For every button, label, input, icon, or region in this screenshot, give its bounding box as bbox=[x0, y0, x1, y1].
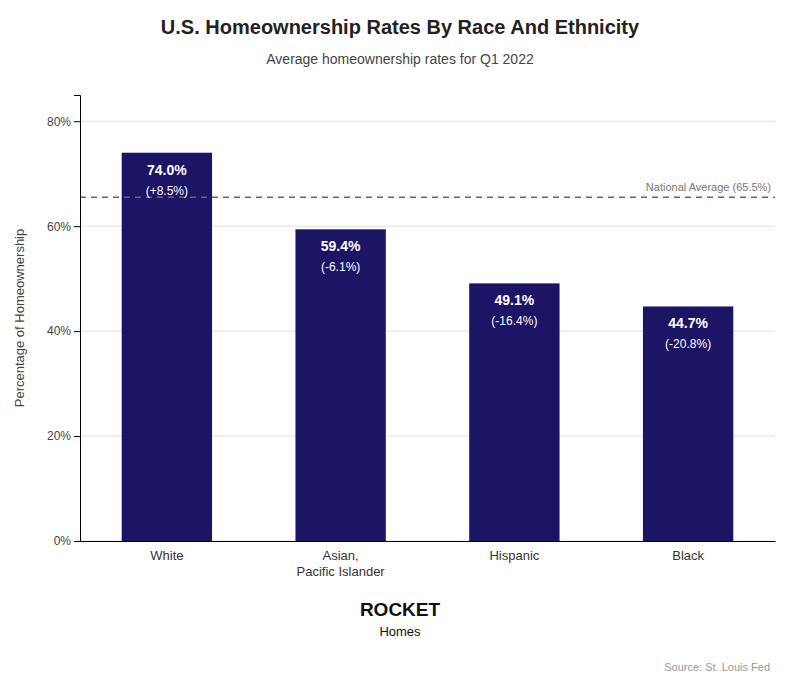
annotation: Source: St. Louis Fed bbox=[664, 661, 770, 673]
y-tick: 40% bbox=[47, 324, 80, 338]
y-tick: 60% bbox=[47, 220, 80, 234]
y-tick-label: 60% bbox=[47, 220, 71, 234]
difference-label: (-6.1%) bbox=[321, 260, 360, 274]
reference-line-label: National Average (65.5%) bbox=[646, 181, 771, 193]
value-label: 59.4% bbox=[321, 238, 361, 254]
grid-line bbox=[80, 121, 775, 122]
y-axis-title: Percentage of Homeownership bbox=[12, 229, 27, 408]
bar bbox=[643, 306, 733, 541]
subtitle: Average homeownership rates for Q1 2022 bbox=[266, 51, 534, 67]
x-tick-label-line: Pacific Islander bbox=[297, 564, 386, 579]
y-tick: 20% bbox=[47, 429, 80, 443]
data-labels: 74.0% (+8.5%) 59.4% (-6.1%) 49.1% (-16.4%) 44.… bbox=[146, 162, 711, 352]
y-tick-label: 0% bbox=[54, 534, 72, 548]
y-axis: 0% 20% 40% 60% 80% bbox=[47, 96, 81, 549]
plot-area: White Asian,Pacific Islander Hispanic Black… bbox=[12, 96, 776, 580]
bar bbox=[295, 229, 385, 541]
value-label: 74.0% bbox=[147, 162, 187, 178]
bar bbox=[122, 153, 212, 541]
x-tick: Asian,Pacific Islander bbox=[297, 541, 386, 579]
y-tick-mark bbox=[74, 436, 80, 437]
y-tick-mark bbox=[74, 331, 80, 332]
x-tick-label: White bbox=[150, 548, 183, 563]
y-tick: 80% bbox=[47, 115, 80, 129]
y-tick-label: 80% bbox=[47, 115, 71, 129]
y-tick-label: 20% bbox=[47, 429, 71, 443]
y-tick: 0% bbox=[54, 534, 80, 548]
difference-label: (-20.8%) bbox=[665, 337, 711, 351]
x-tick: Black bbox=[672, 541, 704, 563]
x-axis-line bbox=[81, 541, 776, 542]
difference-label: (+8.5%) bbox=[146, 184, 188, 198]
x-tick: Hispanic bbox=[489, 541, 539, 563]
grid bbox=[80, 121, 775, 541]
y-tick-mark bbox=[74, 226, 80, 227]
x-tick-label-line: Hispanic bbox=[489, 548, 539, 563]
x-tick-label-line: White bbox=[150, 548, 183, 563]
x-axis: White Asian,Pacific Islander Hispanic Black bbox=[81, 541, 776, 579]
marks bbox=[80, 153, 775, 541]
y-tick-mark bbox=[74, 121, 80, 122]
bar bbox=[469, 283, 559, 541]
x-tick: White bbox=[150, 541, 183, 563]
annotation: ROCKET bbox=[360, 599, 441, 620]
x-tick-label-line: Black bbox=[672, 548, 704, 563]
x-tick-label-line: Asian, bbox=[323, 548, 359, 563]
value-label: 49.1% bbox=[495, 292, 535, 308]
chart: U.S. Homeownership Rates By Race And Eth… bbox=[0, 0, 800, 691]
x-tick-label: Black bbox=[672, 548, 704, 563]
x-tick-label: Asian,Pacific Islander bbox=[297, 548, 386, 579]
value-label: 44.7% bbox=[668, 315, 708, 331]
y-axis-line bbox=[74, 96, 81, 542]
difference-label: (-16.4%) bbox=[491, 314, 537, 328]
title: U.S. Homeownership Rates By Race And Eth… bbox=[161, 16, 640, 38]
y-tick-mark bbox=[74, 541, 80, 542]
x-tick-label: Hispanic bbox=[489, 548, 539, 563]
y-tick-label: 40% bbox=[47, 324, 71, 338]
annotation: Homes bbox=[379, 624, 421, 639]
